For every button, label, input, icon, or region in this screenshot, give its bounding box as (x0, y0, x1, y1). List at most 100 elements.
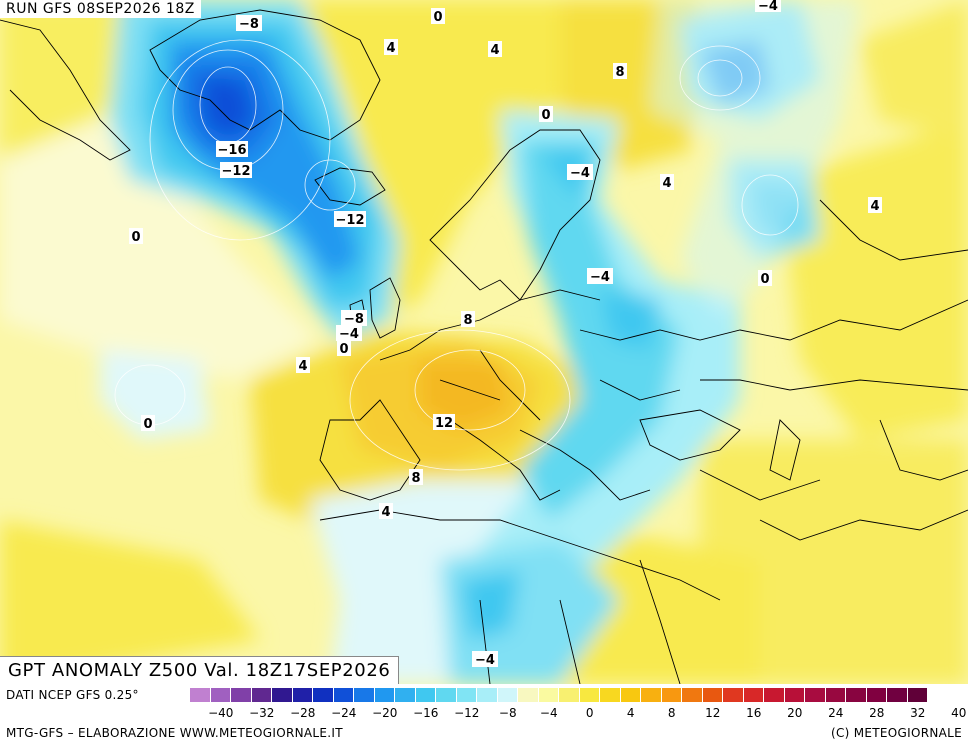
contour-label: −4 (567, 164, 593, 181)
data-source-label: DATI NCEP GFS 0.25° (6, 688, 139, 702)
contour-label: 4 (660, 174, 674, 191)
legend-tick-label: −32 (249, 706, 275, 720)
contour-label: −8 (341, 310, 367, 327)
contour-label: 4 (384, 39, 398, 56)
legend-swatch (251, 688, 272, 702)
legend-tick-label: 40 (951, 706, 967, 720)
legend-swatch (559, 688, 580, 702)
legend-swatch (313, 688, 334, 702)
contour-label: −4 (587, 268, 613, 285)
legend-swatch (333, 688, 354, 702)
contour-label: 0 (758, 270, 772, 287)
contour-label: −12 (334, 211, 366, 228)
contour-label: −4 (472, 651, 498, 668)
contour-label: 4 (379, 503, 393, 520)
contour-label: 4 (488, 41, 502, 58)
legend-swatch (415, 688, 436, 702)
svg-text:−4: −4 (475, 653, 495, 668)
contour-label: 0 (129, 228, 143, 245)
legend-tick-label: −16 (413, 706, 439, 720)
legend-swatch (374, 688, 395, 702)
legend-tick-label: −4 (539, 706, 558, 720)
contour-label: 0 (431, 8, 445, 25)
contour-label: 4 (296, 357, 310, 374)
legend-swatch (784, 688, 805, 702)
legend-tick-label: 28 (869, 706, 885, 720)
legend-swatch (190, 688, 211, 702)
svg-text:4: 4 (490, 43, 499, 58)
run-title: RUN GFS 08SEP2026 18Z (0, 0, 201, 18)
legend-swatch (600, 688, 621, 702)
copyright-label: (C) METEOGIORNALE (830, 726, 962, 740)
svg-text:−8: −8 (239, 17, 259, 32)
legend-tick-label: −24 (331, 706, 357, 720)
svg-text:4: 4 (662, 176, 671, 191)
legend-swatch (354, 688, 375, 702)
svg-text:−16: −16 (218, 143, 247, 158)
legend-tick-label: 8 (667, 706, 676, 720)
legend-swatch (518, 688, 539, 702)
svg-text:0: 0 (131, 230, 140, 245)
anomaly-field (0, 0, 968, 684)
legend-tick-label: 0 (585, 706, 594, 720)
svg-text:−12: −12 (336, 213, 365, 228)
legend-swatch (292, 688, 313, 702)
legend-swatch (661, 688, 682, 702)
contour-label: 0 (337, 340, 351, 357)
legend-swatch (743, 688, 764, 702)
legend-swatch (477, 688, 498, 702)
svg-text:8: 8 (411, 471, 420, 486)
legend-swatch (846, 688, 867, 702)
legend-swatch (579, 688, 600, 702)
svg-text:12: 12 (435, 416, 453, 431)
contour-label: −8 (236, 15, 262, 32)
legend-swatch (907, 688, 928, 702)
contour-labels: −8 0 4 4 −4 8 0 −16 −12 −4 4 −12 0 4 −4 … (129, 0, 882, 668)
legend-swatch (210, 688, 231, 702)
contour-label: 4 (868, 197, 882, 214)
legend-swatch (538, 688, 559, 702)
legend-swatch (456, 688, 477, 702)
svg-text:−4: −4 (570, 166, 590, 181)
legend-tick-label: 12 (705, 706, 721, 720)
legend-swatch (723, 688, 744, 702)
footer: DATI NCEP GFS 0.25° −40 −32 −28 −24 −20 −16 −1… (0, 684, 968, 745)
svg-text:0: 0 (433, 10, 442, 25)
legend-swatch (620, 688, 641, 702)
legend-swatch (702, 688, 723, 702)
svg-text:8: 8 (463, 313, 472, 328)
contour-label: 8 (613, 63, 627, 80)
legend-swatch (764, 688, 785, 702)
credit-label: MTG-GFS – ELABORAZIONE WWW.METEOGIORNALE… (6, 726, 343, 740)
contour-label: −4 (336, 325, 362, 342)
svg-text:4: 4 (870, 199, 879, 214)
legend-swatch (231, 688, 252, 702)
legend-swatch (825, 688, 846, 702)
valid-time-title: GPT ANOMALY Z500 Val. 18Z17SEP2026 (0, 656, 400, 685)
z500-anomaly-map: −8 0 4 4 −4 8 0 −16 −12 −4 4 −12 0 4 −4 … (0, 0, 968, 684)
legend-swatch (497, 688, 518, 702)
legend-swatch (436, 688, 457, 702)
contour-label: 12 (433, 414, 455, 431)
legend-tick-label: 32 (910, 706, 926, 720)
contour-label: −16 (216, 141, 248, 158)
legend-tick-label: 16 (746, 706, 762, 720)
svg-text:8: 8 (615, 65, 624, 80)
legend-tick-label: −40 (208, 706, 234, 720)
svg-text:0: 0 (541, 108, 550, 123)
legend-tick-label: −20 (372, 706, 398, 720)
svg-text:−4: −4 (758, 0, 778, 14)
legend-swatch (805, 688, 826, 702)
svg-text:4: 4 (298, 359, 307, 374)
legend-tick-label: 20 (787, 706, 803, 720)
contour-label: 8 (409, 469, 423, 486)
legend-tick-label: −8 (498, 706, 517, 720)
svg-text:0: 0 (760, 272, 769, 287)
legend-swatch (866, 688, 887, 702)
legend-colorbar (190, 688, 928, 702)
svg-text:−8: −8 (344, 312, 364, 327)
legend-swatch (682, 688, 703, 702)
svg-text:0: 0 (143, 417, 152, 432)
coastlines (0, 9, 968, 684)
svg-text:−12: −12 (222, 164, 251, 179)
